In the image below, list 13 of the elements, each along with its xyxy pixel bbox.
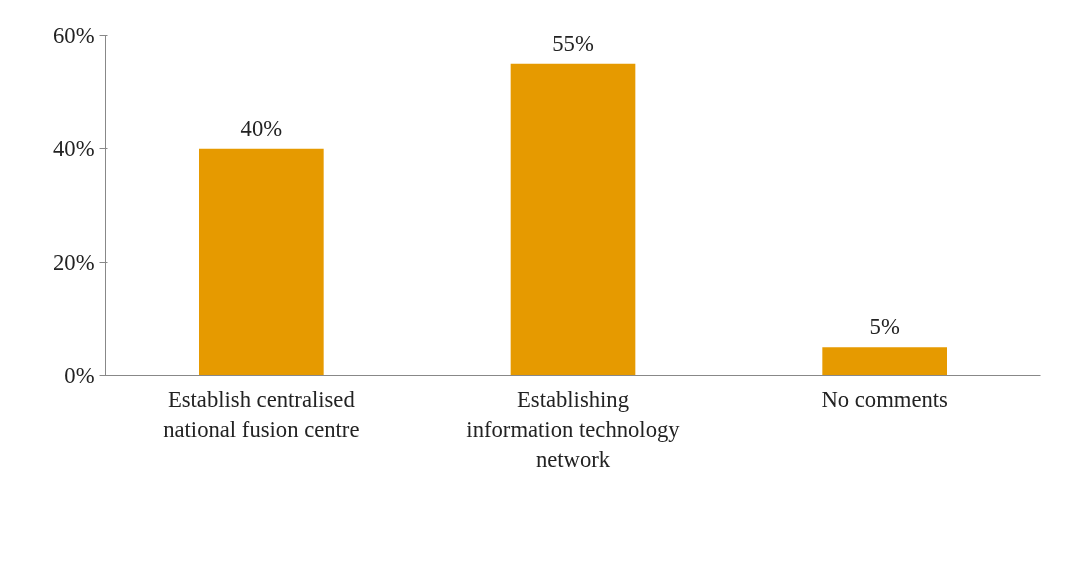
x-tick-label: No comments <box>821 386 948 412</box>
bar <box>822 347 947 376</box>
bar <box>510 63 636 376</box>
x-tick-label: Establishing information technology network <box>466 386 681 472</box>
y-tick-label: 0% <box>64 363 95 388</box>
data-label: 55% <box>552 30 594 56</box>
y-tick-label: 20% <box>52 249 95 275</box>
y-tick-label: 40% <box>52 136 95 162</box>
data-label: 5% <box>869 314 900 340</box>
data-label: 40% <box>240 115 283 141</box>
y-tick-label: 60% <box>52 23 95 48</box>
x-tick-label: Establish centralised national fusion centre <box>163 386 360 442</box>
bar <box>199 148 324 376</box>
